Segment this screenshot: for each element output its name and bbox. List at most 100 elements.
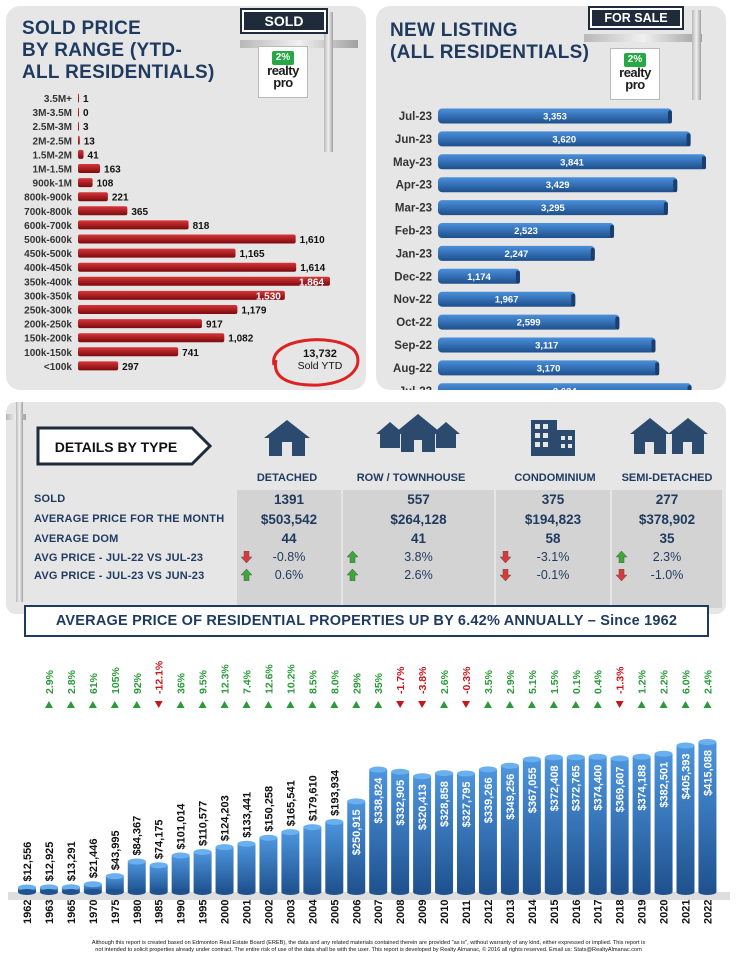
annual-bar-top — [237, 840, 256, 847]
arrow-down-icon — [396, 701, 405, 708]
annual-bar-base — [435, 889, 454, 895]
annual-bar — [193, 852, 212, 892]
annual-change-label: 1.5% — [549, 669, 561, 694]
sold-range-bar — [78, 178, 93, 188]
sold-range-bar — [78, 262, 297, 272]
price-change: 2.6% — [404, 568, 433, 582]
new-listing-bar — [438, 337, 656, 353]
annual-bar — [237, 843, 256, 892]
sold-range-label: 100k-150k — [24, 348, 72, 359]
sold-range-label: 600k-700k — [24, 221, 72, 232]
annual-year-label: 2013 — [505, 900, 517, 924]
new-listing-value: 3,634 — [553, 386, 577, 390]
sold-range-bar — [78, 305, 238, 314]
condominium-icon — [531, 420, 575, 456]
arrow-up-icon — [176, 701, 185, 708]
arrow-up-icon — [347, 551, 358, 563]
price-change: -1.0% — [650, 568, 684, 582]
annual-bar-top — [610, 755, 629, 762]
new-listing-value: 3,170 — [537, 363, 561, 374]
annual-bar-top — [588, 753, 607, 760]
annual-bar-top — [391, 768, 410, 775]
annual-bar-base — [171, 889, 190, 895]
sold-range-label: 500k-600k — [24, 235, 72, 246]
disclaimer-footer: Although this report is created based on… — [0, 940, 737, 954]
new-listing-month-label: Jan-23 — [396, 248, 432, 260]
new-listing-bar-end — [686, 133, 691, 147]
annual-value-label: $12,556 — [22, 842, 34, 882]
sold-range-value: 818 — [193, 221, 210, 232]
arrow-down-icon — [462, 701, 470, 708]
col-head-row-townhouse: ROW / TOWNHOUSE — [356, 472, 466, 484]
annual-value-label: $179,610 — [307, 775, 319, 821]
annual-year-label: 2010 — [439, 900, 451, 924]
annual-change-label: 6.0% — [681, 669, 693, 694]
annual-change-label: 12.3% — [220, 664, 232, 694]
annual-bar — [391, 771, 410, 892]
annual-bar-top — [544, 754, 563, 761]
details-heading: DETAILS BY TYPE — [55, 439, 177, 455]
arrow-up-icon — [352, 701, 361, 708]
new-listing-value: 3,429 — [546, 180, 570, 191]
sold-range-label: <100k — [44, 362, 73, 373]
new-listing-bar — [438, 268, 520, 284]
annual-bar-top — [369, 766, 388, 773]
sold-range-value: 163 — [104, 165, 121, 176]
annual-value-label: $124,203 — [220, 795, 232, 841]
annual-value-label: $250,915 — [351, 809, 363, 855]
sold-range-value: 365 — [131, 207, 148, 218]
details-column: 1391 $503,542 44 -0.8% 0.6% — [237, 490, 341, 608]
annual-bar-base — [654, 889, 673, 895]
semi-detached-icon — [630, 418, 708, 454]
new-listing-panel: NEW LISTING (ALL RESIDENTIALS) FOR SALE … — [376, 6, 726, 390]
annual-value-label: $405,393 — [681, 754, 693, 800]
annual-change-label: 7.4% — [242, 669, 254, 694]
annual-change-label: 10.2% — [285, 664, 297, 694]
annual-change-label: 12.6% — [263, 664, 275, 694]
price-change: -0.1% — [536, 568, 570, 582]
arrow-up-icon — [571, 701, 580, 708]
new-listing-chart: Jul-23 3,353 Jun-23 3,620 May-23 3,841 Apr-23 3… — [393, 108, 706, 390]
new-listing-bar — [438, 223, 615, 238]
annual-bar-top — [193, 849, 212, 856]
new-listing-bar — [438, 245, 595, 261]
sold-range-value: 297 — [122, 362, 139, 373]
annual-growth-banner: AVERAGE PRICE OF RESIDENTIAL PROPERTIES … — [24, 605, 709, 637]
annual-value-label: $349,256 — [505, 774, 517, 820]
new-listing-bar-end — [590, 247, 595, 261]
sold-range-label: 900k-1M — [33, 179, 72, 190]
sold-title-line: BY RANGE (YTD- — [22, 40, 183, 61]
sold-range-bar — [78, 361, 119, 371]
sold-range-label: 250k-300k — [24, 306, 72, 317]
arrow-up-icon — [110, 701, 119, 708]
row-label-avg-dom: AVERAGE DOM — [34, 533, 119, 545]
sold-range-value: 108 — [97, 179, 114, 190]
annual-year-label: 2009 — [417, 900, 429, 924]
annual-change-label: 2.2% — [659, 669, 671, 694]
annual-bar-top — [149, 862, 168, 869]
sold-range-label: 400k-450k — [24, 263, 72, 274]
annual-year-label: 2019 — [637, 900, 649, 924]
annual-bar — [457, 773, 475, 892]
annual-bar — [149, 865, 168, 892]
new-listing-value: 1,967 — [495, 295, 519, 306]
sold-range-label: 2M-2.5M — [33, 136, 72, 147]
annual-year-label: 2016 — [571, 900, 583, 924]
new-listing-value: 3,620 — [552, 134, 576, 145]
new-listing-month-label: Apr-23 — [396, 180, 432, 192]
sold-range-bar — [78, 248, 236, 258]
annual-bar — [544, 757, 563, 892]
new-listing-value: 2,599 — [517, 318, 541, 329]
new-listing-bar — [438, 108, 672, 124]
arrow-up-icon — [286, 701, 295, 708]
annual-year-label: 2012 — [483, 900, 495, 924]
annual-value-label: $320,413 — [417, 784, 429, 830]
arrow-up-icon — [264, 701, 273, 708]
annual-bar-base — [193, 889, 212, 895]
sold-range-value: 1,165 — [240, 249, 265, 260]
annual-bar-top — [281, 829, 300, 836]
annual-year-label: 2003 — [285, 900, 297, 924]
annual-value-label: $415,088 — [702, 750, 714, 796]
sold-total: 13,732 Sold YTD — [290, 348, 350, 372]
new-listing-bar-end — [702, 156, 706, 170]
